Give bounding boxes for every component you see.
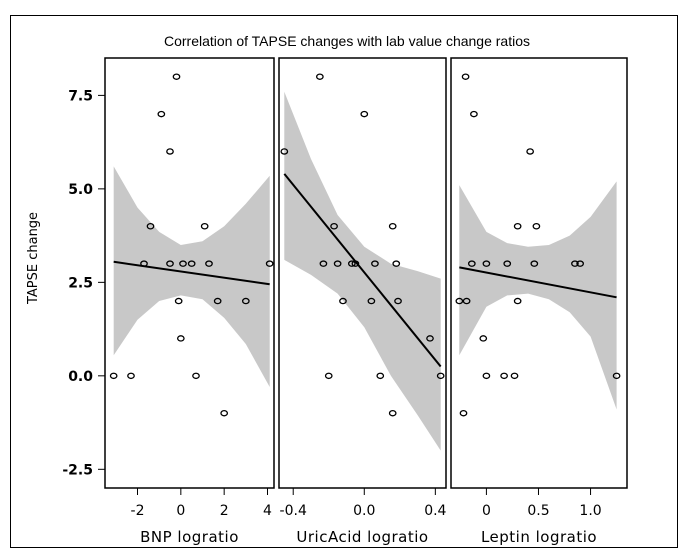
x-tick-label: 0: [482, 503, 491, 519]
data-point: [500, 372, 508, 380]
regression-line: [283, 173, 442, 368]
data-point: [347, 260, 356, 267]
panel-frame: [278, 57, 447, 489]
data-point: [513, 297, 522, 305]
data-point: [394, 297, 402, 305]
data-point: [479, 335, 488, 342]
data-point: [532, 223, 541, 230]
y-tick-label: 2.5: [68, 275, 93, 291]
y-axis-label: TAPSE change: [26, 212, 41, 305]
chart-panels: -2 0 2 4 BNP logratio -0.4 0.0 0.4 UricAcid logr…: [104, 57, 628, 546]
confidence-band: [459, 181, 617, 410]
x-tick-label: -2: [131, 503, 145, 519]
x-axis-label: UricAcid logratio: [296, 528, 428, 546]
data-point: [503, 260, 512, 267]
data-point: [316, 73, 324, 80]
data-point: [192, 372, 200, 380]
x-tick-label: 1.0: [579, 503, 601, 519]
data-point: [200, 223, 209, 230]
data-point: [436, 372, 445, 380]
data-point: [339, 297, 347, 305]
data-point: [510, 372, 519, 380]
y-tick-label: -2.5: [62, 462, 93, 478]
data-point: [388, 223, 397, 230]
data-point: [376, 372, 385, 380]
data-point: [367, 297, 376, 305]
data-point: [174, 297, 183, 305]
data-point: [146, 223, 155, 230]
x-tick-label: 0: [176, 503, 185, 519]
data-point: [179, 260, 187, 267]
panel-frame: [104, 57, 275, 489]
x-tick-label: 0.4: [424, 503, 446, 519]
panel-plot-area: [109, 73, 274, 417]
data-point: [426, 335, 434, 342]
data-point: [330, 223, 338, 230]
data-point: [571, 260, 579, 267]
data-point: [482, 372, 491, 380]
x-tick-label: 0.5: [527, 503, 549, 519]
x-tick-label: 4: [263, 503, 272, 519]
data-point: [213, 297, 222, 305]
data-point: [461, 73, 470, 80]
panel-3: 0 0.5 1.0 Leptin logratio: [450, 57, 628, 546]
data-point: [109, 372, 118, 380]
x-axis-label: BNP logratio: [140, 528, 239, 546]
data-point: [351, 260, 360, 267]
data-point: [220, 409, 229, 417]
data-point: [371, 260, 379, 267]
x-tick-label: -0.4: [280, 503, 307, 519]
y-tick-label: 0.0: [68, 369, 93, 385]
regression-line: [113, 260, 270, 286]
y-tick-label: 5.0: [68, 182, 93, 198]
outer-frame: [10, 15, 678, 548]
panel-2: -0.4 0.0 0.4 UricAcid logratio: [278, 57, 447, 546]
data-point: [388, 409, 397, 417]
x-tick-label: 2: [220, 503, 229, 519]
y-tick-label: 7.5: [68, 88, 93, 104]
data-point: [241, 297, 250, 305]
data-point: [176, 335, 185, 342]
data-point: [360, 110, 369, 118]
panel-plot-area: [455, 73, 621, 417]
data-point: [470, 110, 478, 118]
data-point: [166, 260, 174, 267]
data-point: [612, 372, 621, 380]
confidence-band: [113, 166, 270, 387]
data-point: [526, 148, 534, 155]
data-point: [140, 260, 148, 267]
data-point: [127, 372, 135, 380]
panel-plot-area: [280, 73, 445, 451]
data-point: [482, 260, 491, 267]
data-point: [455, 297, 464, 305]
data-point: [319, 260, 328, 267]
regression-line: [459, 266, 617, 299]
data-point: [187, 260, 196, 267]
panel-frame: [450, 57, 628, 489]
y-axis: -2.5 0.0 2.5 5.0 7.5: [62, 88, 105, 478]
data-point: [333, 260, 342, 267]
data-point: [157, 110, 166, 118]
data-point: [172, 73, 181, 80]
data-point: [166, 148, 174, 155]
data-point: [530, 260, 539, 267]
data-point: [280, 148, 289, 155]
x-tick-label: 0.0: [353, 503, 375, 519]
data-point: [467, 260, 476, 267]
data-point: [576, 260, 584, 267]
data-point: [459, 409, 468, 417]
data-point: [462, 297, 471, 305]
panel-1: -2 0 2 4 BNP logratio: [104, 57, 275, 546]
data-point: [265, 260, 274, 267]
data-point: [513, 223, 522, 230]
data-point: [205, 260, 213, 267]
chart-title: Correlation of TAPSE changes with lab va…: [164, 33, 530, 49]
x-axis-label: Leptin logratio: [481, 528, 597, 546]
data-point: [324, 372, 333, 380]
data-point: [392, 260, 401, 267]
